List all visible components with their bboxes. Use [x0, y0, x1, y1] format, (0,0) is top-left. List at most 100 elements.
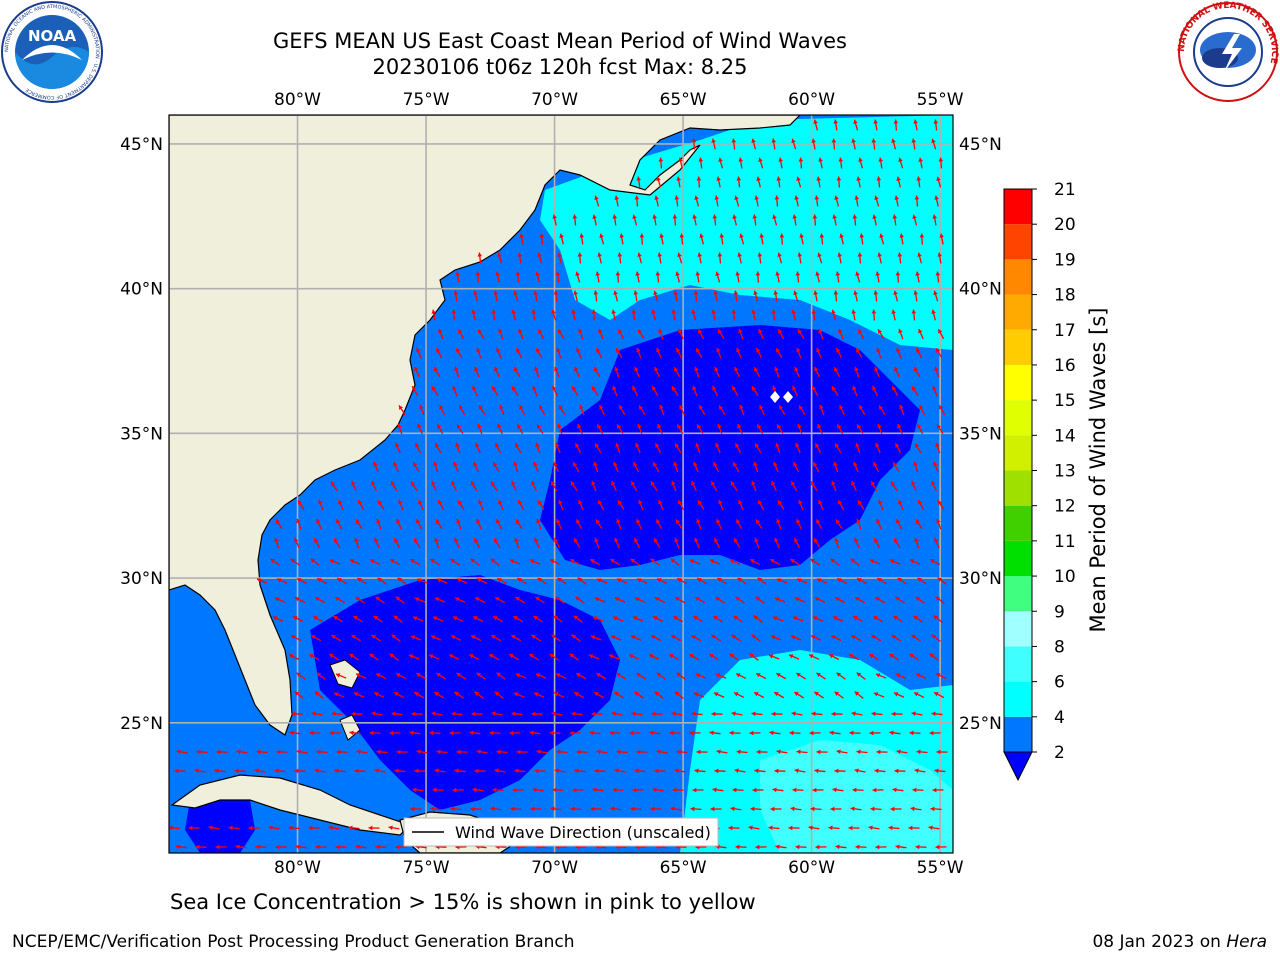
wave-vector-head — [610, 806, 615, 812]
wave-vector-head — [717, 423, 722, 429]
wave-vector-head — [495, 443, 500, 448]
wave-vector-head — [855, 844, 860, 850]
wave-vector-head — [275, 844, 280, 850]
wave-vector-head — [737, 252, 742, 257]
wave-vector-head — [469, 730, 474, 736]
x-tick-label-bottom: 75°W — [403, 858, 450, 878]
wave-vector-head — [633, 290, 639, 295]
wave-vector-head — [194, 768, 199, 773]
wave-vector-head — [718, 157, 723, 163]
wave-vector-head — [596, 749, 601, 755]
wave-vector-head — [873, 290, 879, 295]
wave-vector-head — [658, 500, 663, 505]
wave-vector-head — [476, 347, 481, 353]
wave-vector-head — [592, 616, 598, 621]
wave-vector-head — [873, 692, 879, 697]
wave-vector-head — [839, 233, 844, 238]
wave-vector-head — [574, 538, 579, 543]
wave-vector-head — [756, 519, 761, 524]
wave-vector-head — [673, 290, 678, 295]
wave-vector-head — [555, 442, 560, 448]
wave-vector-head — [894, 538, 899, 543]
colorbar-segment — [1004, 611, 1032, 647]
wave-vector-head — [471, 309, 476, 314]
wave-vector-head — [556, 347, 561, 353]
wave-vector-head — [515, 443, 520, 448]
wave-vector-head — [554, 366, 559, 372]
wave-vector-head — [572, 787, 577, 793]
wave-vector-head — [938, 500, 943, 505]
wave-vector-head — [850, 558, 856, 563]
wave-vector-head — [832, 787, 837, 793]
wave-vector-head — [374, 768, 379, 773]
wave-vector-head — [455, 442, 460, 448]
wave-vector-head — [234, 768, 239, 774]
wave-vector-head — [658, 157, 664, 162]
wave-vector-head — [796, 176, 801, 182]
wave-vector-head — [893, 119, 899, 124]
wave-vector-head — [414, 597, 420, 602]
wave-vector-head — [634, 538, 639, 543]
wave-vector-head — [313, 616, 318, 621]
wave-vector-head — [533, 692, 539, 697]
wave-vector-head — [717, 252, 723, 257]
x-tick-label-top: 70°W — [531, 90, 578, 110]
wave-vector-head — [552, 214, 557, 219]
wave-vector-head — [837, 578, 842, 583]
wave-vector-head — [873, 462, 878, 467]
wave-vector-head — [792, 386, 797, 391]
wave-vector-head — [875, 673, 881, 678]
wave-vector-head — [693, 616, 698, 621]
wave-vector-head — [476, 672, 482, 677]
wave-vector-head — [850, 806, 855, 812]
wave-vector-head — [829, 654, 834, 659]
wave-vector-head — [632, 386, 637, 391]
wave-vector-head — [375, 596, 380, 601]
wave-vector-head — [554, 692, 559, 697]
wave-vector-head — [397, 423, 402, 429]
wave-vector-head — [933, 290, 938, 296]
wave-vector-head — [711, 635, 716, 640]
wave-vector-head — [331, 481, 336, 486]
wave-vector-head — [898, 328, 903, 334]
wave-vector-head — [577, 423, 582, 429]
wave-vector-head — [774, 537, 779, 543]
wave-vector-head — [338, 500, 343, 505]
wave-vector-head — [796, 518, 801, 524]
wave-vector-head — [559, 405, 564, 410]
wave-vector-head — [255, 844, 260, 850]
wave-vector-head — [678, 157, 683, 162]
wave-vector-head — [236, 749, 241, 755]
wave-vector-head — [412, 386, 417, 391]
wave-vector-head — [316, 672, 322, 677]
wave-period-under-2-region-central — [540, 325, 920, 570]
colorbar-tick-label: 18 — [1054, 286, 1076, 306]
wave-vector-head — [738, 500, 743, 505]
wave-vector-head — [597, 252, 602, 257]
wave-vector-head — [916, 348, 921, 353]
wave-vector-head — [937, 424, 942, 429]
wave-vector-head — [491, 481, 496, 486]
map-frame — [168, 114, 954, 854]
wave-vector-head — [518, 328, 523, 334]
wave-vector-head — [698, 157, 704, 162]
wave-vector-head — [309, 654, 314, 659]
wave-vector-head — [689, 654, 694, 659]
wave-vector-head — [612, 385, 617, 391]
wave-vector-head — [916, 176, 922, 181]
wave-vector-head — [473, 462, 478, 467]
wave-vector-head — [733, 615, 738, 620]
wave-vector-head — [610, 635, 616, 640]
wave-vector-head — [854, 537, 859, 543]
wave-vector-head — [450, 806, 455, 812]
wave-vector-head — [631, 309, 637, 314]
wave-vector-head — [735, 271, 740, 276]
wave-vector-head — [836, 672, 842, 677]
wave-vector-head — [810, 806, 815, 812]
wave-vector-head — [357, 578, 362, 583]
wave-vector-head — [617, 252, 623, 257]
wave-vector-head — [591, 711, 596, 717]
wave-vector-head — [671, 711, 676, 716]
wave-vector-head — [438, 500, 443, 505]
wave-vector-head — [696, 749, 701, 755]
